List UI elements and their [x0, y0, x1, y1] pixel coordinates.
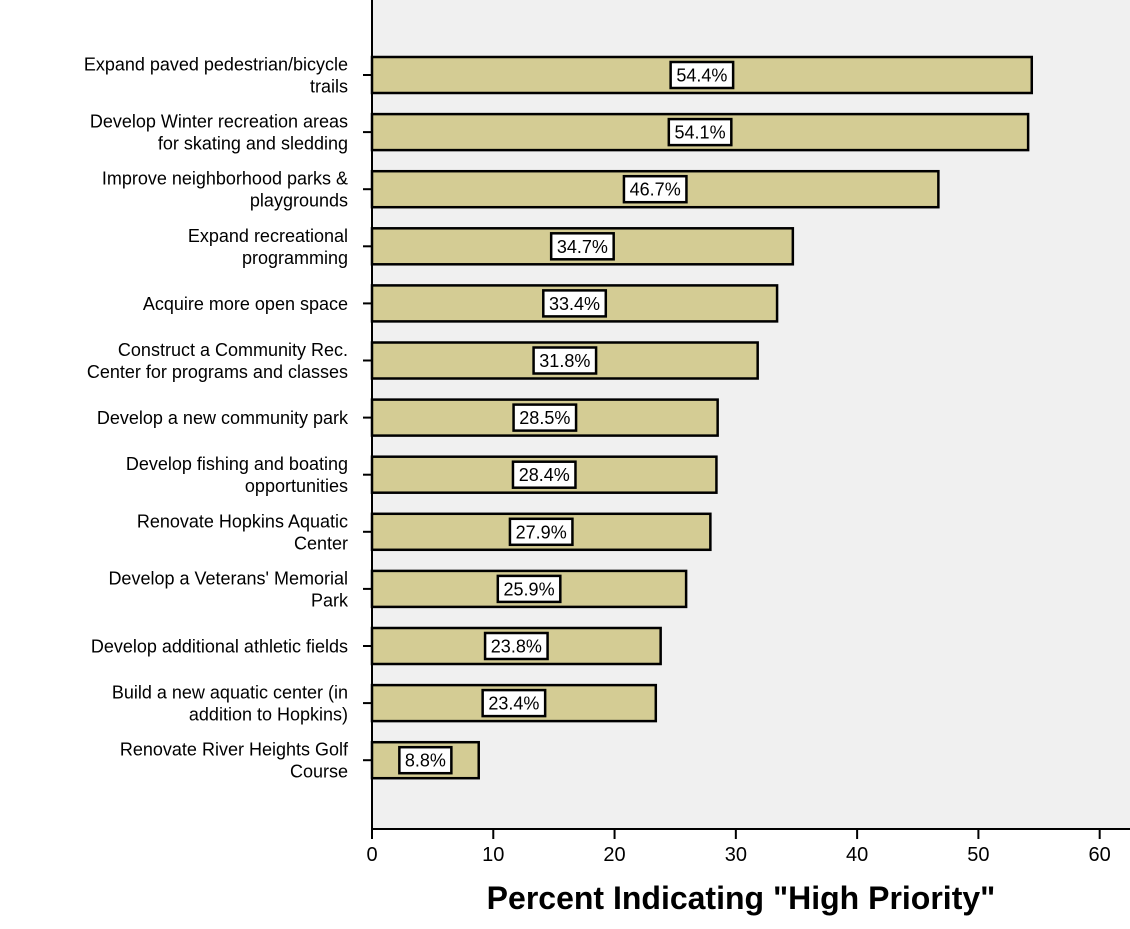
category-label: Develop fishing and boating	[126, 454, 348, 474]
data-label: 33.4%	[549, 294, 600, 314]
category-label: Course	[290, 762, 348, 782]
data-label-box	[622, 174, 688, 204]
data-label-box	[496, 574, 562, 604]
data-label-box	[667, 117, 733, 147]
data-label: 28.5%	[519, 408, 570, 428]
category-label: Center for programs and classes	[87, 362, 348, 382]
category-label: Develop Winter recreation areas	[90, 112, 348, 132]
category-label: Acquire more open space	[143, 294, 348, 314]
x-axis-ticks: 0 10 20 30 40 50 60	[366, 829, 1111, 866]
data-label: 23.8%	[491, 637, 542, 657]
category-label: Develop a Veterans' Memorial	[108, 568, 348, 588]
data-label-box	[511, 460, 577, 489]
x-tick-label: 40	[846, 844, 868, 866]
category-label: trails	[310, 77, 348, 97]
data-label-box	[532, 346, 598, 375]
category-label: Renovate Hopkins Aquatic	[137, 511, 348, 531]
data-label-box	[398, 745, 453, 775]
data-label-box	[542, 289, 608, 318]
data-label: 27.9%	[516, 522, 567, 542]
data-label-box	[512, 403, 578, 432]
x-axis-title: Percent Indicating "High Priority"	[487, 880, 996, 916]
category-label: Center	[294, 533, 348, 553]
category-label: for skating and sledding	[158, 134, 348, 154]
data-label: 46.7%	[630, 180, 681, 200]
data-label: 28.4%	[519, 465, 570, 485]
category-label: Improve neighborhood parks &	[102, 169, 348, 189]
data-label: 54.1%	[675, 123, 726, 143]
bar-series: 54.4% 54.1% 46.7% 34.7% 33.4% 31.8% 28.5% 28.4%…	[370, 55, 1034, 780]
category-label: Develop additional athletic fields	[91, 637, 348, 657]
x-tick-label: 50	[967, 844, 989, 866]
category-label: addition to Hopkins)	[189, 705, 348, 725]
data-label-box	[549, 232, 615, 261]
category-label: Renovate River Heights Golf	[120, 740, 349, 760]
x-tick-label: 20	[603, 844, 625, 866]
data-label: 54.4%	[676, 66, 727, 86]
x-tick-label: 10	[482, 844, 504, 866]
category-label: Construct a Community Rec.	[118, 340, 348, 360]
category-label: Expand recreational	[188, 226, 348, 246]
category-label: Expand paved pedestrian/bicycle	[84, 55, 348, 75]
category-label: Build a new aquatic center (in	[112, 683, 348, 703]
category-label: Develop a new community park	[97, 408, 349, 428]
data-label-box	[481, 688, 547, 718]
data-label: 31.8%	[539, 351, 590, 371]
data-label-box	[508, 517, 574, 547]
data-label: 8.8%	[405, 751, 446, 771]
x-tick-label: 60	[1089, 844, 1111, 866]
category-label: Park	[311, 590, 349, 610]
x-tick-label: 30	[725, 844, 747, 866]
x-tick-label: 0	[366, 844, 377, 866]
data-label: 34.7%	[557, 237, 608, 257]
data-label: 25.9%	[504, 579, 555, 599]
category-label: opportunities	[245, 476, 348, 496]
data-label-box	[483, 631, 549, 661]
data-label-box	[669, 60, 735, 90]
data-label: 23.4%	[488, 694, 539, 714]
category-label: programming	[242, 248, 348, 268]
category-label: playgrounds	[250, 191, 348, 211]
